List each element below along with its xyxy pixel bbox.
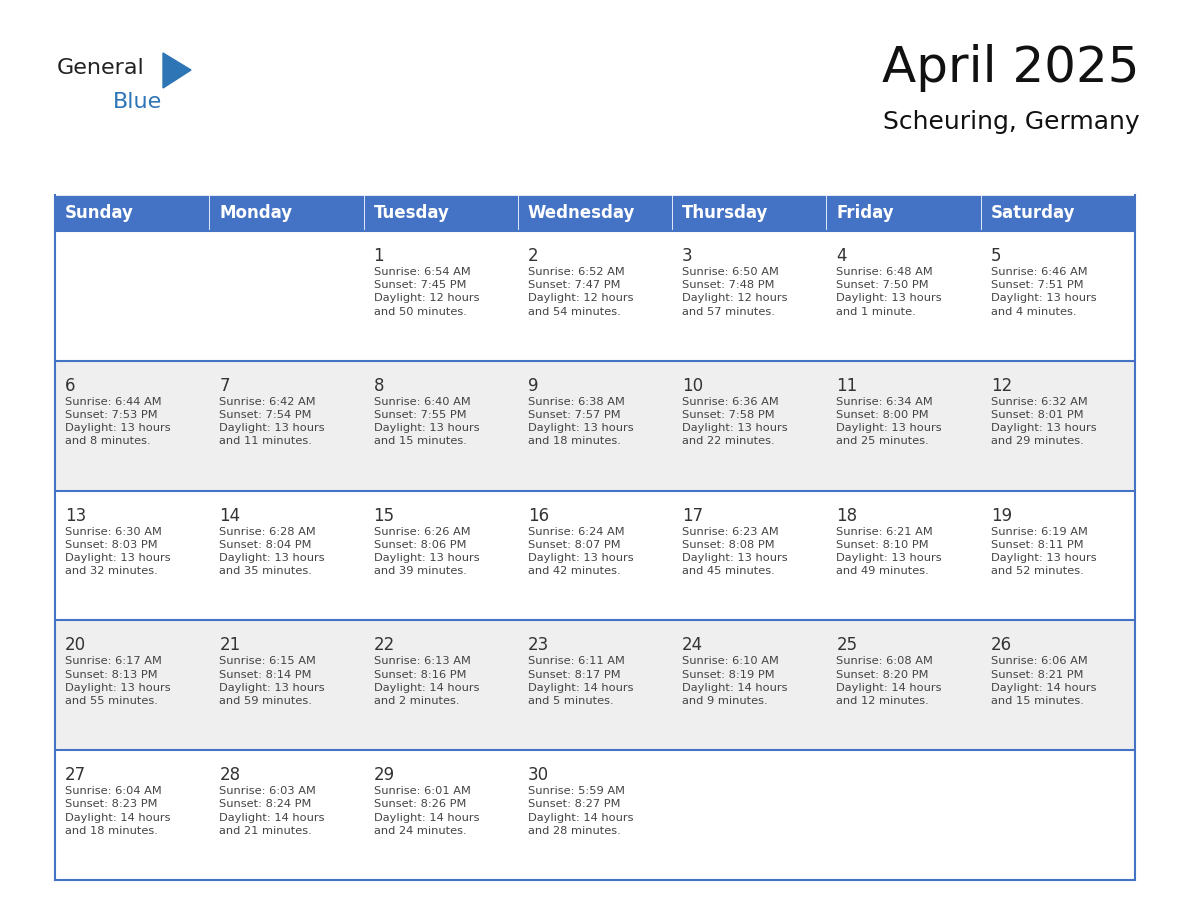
Text: Sunrise: 6:34 AM
Sunset: 8:00 PM
Daylight: 13 hours
and 25 minutes.: Sunrise: 6:34 AM Sunset: 8:00 PM Dayligh… [836, 397, 942, 446]
Text: Sunrise: 6:08 AM
Sunset: 8:20 PM
Daylight: 14 hours
and 12 minutes.: Sunrise: 6:08 AM Sunset: 8:20 PM Dayligh… [836, 656, 942, 706]
Text: 2: 2 [527, 247, 538, 265]
Text: 10: 10 [682, 376, 703, 395]
Text: Sunrise: 6:13 AM
Sunset: 8:16 PM
Daylight: 14 hours
and 2 minutes.: Sunrise: 6:13 AM Sunset: 8:16 PM Dayligh… [373, 656, 479, 706]
Text: Sunrise: 6:17 AM
Sunset: 8:13 PM
Daylight: 13 hours
and 55 minutes.: Sunrise: 6:17 AM Sunset: 8:13 PM Dayligh… [65, 656, 171, 706]
Bar [55, 490, 1135, 621]
Bar [55, 231, 1135, 361]
Bar [55, 750, 1135, 880]
Text: Sunrise: 6:48 AM
Sunset: 7:50 PM
Daylight: 13 hours
and 1 minute.: Sunrise: 6:48 AM Sunset: 7:50 PM Dayligh… [836, 267, 942, 317]
Text: Sunrise: 6:28 AM
Sunset: 8:04 PM
Daylight: 13 hours
and 35 minutes.: Sunrise: 6:28 AM Sunset: 8:04 PM Dayligh… [220, 527, 324, 577]
Text: 13: 13 [65, 507, 87, 524]
Bar [55, 621, 1135, 750]
Text: Sunrise: 6:32 AM
Sunset: 8:01 PM
Daylight: 13 hours
and 29 minutes.: Sunrise: 6:32 AM Sunset: 8:01 PM Dayligh… [991, 397, 1097, 446]
Polygon shape [163, 53, 191, 88]
Text: Sunrise: 6:50 AM
Sunset: 7:48 PM
Daylight: 12 hours
and 57 minutes.: Sunrise: 6:50 AM Sunset: 7:48 PM Dayligh… [682, 267, 788, 317]
Text: 6: 6 [65, 376, 76, 395]
Text: 14: 14 [220, 507, 240, 524]
Text: April 2025: April 2025 [883, 44, 1140, 92]
Text: 23: 23 [527, 636, 549, 655]
Text: Sunrise: 6:19 AM
Sunset: 8:11 PM
Daylight: 13 hours
and 52 minutes.: Sunrise: 6:19 AM Sunset: 8:11 PM Dayligh… [991, 527, 1097, 577]
Text: Sunrise: 6:44 AM
Sunset: 7:53 PM
Daylight: 13 hours
and 8 minutes.: Sunrise: 6:44 AM Sunset: 7:53 PM Dayligh… [65, 397, 171, 446]
Bar [981, 195, 1135, 231]
Text: Sunrise: 6:06 AM
Sunset: 8:21 PM
Daylight: 14 hours
and 15 minutes.: Sunrise: 6:06 AM Sunset: 8:21 PM Dayligh… [991, 656, 1097, 706]
Text: 12: 12 [991, 376, 1012, 395]
Text: Saturday: Saturday [991, 204, 1075, 222]
Bar [827, 195, 981, 231]
Text: Sunrise: 6:30 AM
Sunset: 8:03 PM
Daylight: 13 hours
and 32 minutes.: Sunrise: 6:30 AM Sunset: 8:03 PM Dayligh… [65, 527, 171, 577]
Text: Sunrise: 6:03 AM
Sunset: 8:24 PM
Daylight: 14 hours
and 21 minutes.: Sunrise: 6:03 AM Sunset: 8:24 PM Dayligh… [220, 786, 324, 835]
Text: Sunrise: 6:38 AM
Sunset: 7:57 PM
Daylight: 13 hours
and 18 minutes.: Sunrise: 6:38 AM Sunset: 7:57 PM Dayligh… [527, 397, 633, 446]
Text: Tuesday: Tuesday [373, 204, 449, 222]
Text: Sunrise: 6:26 AM
Sunset: 8:06 PM
Daylight: 13 hours
and 39 minutes.: Sunrise: 6:26 AM Sunset: 8:06 PM Dayligh… [373, 527, 479, 577]
Text: 16: 16 [527, 507, 549, 524]
Text: Sunrise: 6:42 AM
Sunset: 7:54 PM
Daylight: 13 hours
and 11 minutes.: Sunrise: 6:42 AM Sunset: 7:54 PM Dayligh… [220, 397, 324, 446]
Text: 7: 7 [220, 376, 229, 395]
Text: Blue: Blue [113, 92, 163, 112]
Text: Sunrise: 6:40 AM
Sunset: 7:55 PM
Daylight: 13 hours
and 15 minutes.: Sunrise: 6:40 AM Sunset: 7:55 PM Dayligh… [373, 397, 479, 446]
Text: Sunrise: 6:52 AM
Sunset: 7:47 PM
Daylight: 12 hours
and 54 minutes.: Sunrise: 6:52 AM Sunset: 7:47 PM Dayligh… [527, 267, 633, 317]
Bar [518, 195, 672, 231]
Text: Sunrise: 5:59 AM
Sunset: 8:27 PM
Daylight: 14 hours
and 28 minutes.: Sunrise: 5:59 AM Sunset: 8:27 PM Dayligh… [527, 786, 633, 835]
Text: Scheuring, Germany: Scheuring, Germany [884, 110, 1140, 134]
Bar [209, 195, 364, 231]
Text: 17: 17 [682, 507, 703, 524]
Bar [364, 195, 518, 231]
Text: 18: 18 [836, 507, 858, 524]
Text: 21: 21 [220, 636, 240, 655]
Text: Thursday: Thursday [682, 204, 769, 222]
Text: Sunrise: 6:23 AM
Sunset: 8:08 PM
Daylight: 13 hours
and 45 minutes.: Sunrise: 6:23 AM Sunset: 8:08 PM Dayligh… [682, 527, 788, 577]
Text: Sunrise: 6:36 AM
Sunset: 7:58 PM
Daylight: 13 hours
and 22 minutes.: Sunrise: 6:36 AM Sunset: 7:58 PM Dayligh… [682, 397, 788, 446]
Text: Sunrise: 6:24 AM
Sunset: 8:07 PM
Daylight: 13 hours
and 42 minutes.: Sunrise: 6:24 AM Sunset: 8:07 PM Dayligh… [527, 527, 633, 577]
Text: Sunrise: 6:10 AM
Sunset: 8:19 PM
Daylight: 14 hours
and 9 minutes.: Sunrise: 6:10 AM Sunset: 8:19 PM Dayligh… [682, 656, 788, 706]
Bar [672, 195, 827, 231]
Text: Monday: Monday [220, 204, 292, 222]
Bar [55, 361, 1135, 490]
Text: Sunrise: 6:46 AM
Sunset: 7:51 PM
Daylight: 13 hours
and 4 minutes.: Sunrise: 6:46 AM Sunset: 7:51 PM Dayligh… [991, 267, 1097, 317]
Text: 30: 30 [527, 767, 549, 784]
Text: General: General [57, 58, 145, 78]
Text: 5: 5 [991, 247, 1001, 265]
Text: 27: 27 [65, 767, 86, 784]
Text: 11: 11 [836, 376, 858, 395]
Text: 1: 1 [373, 247, 384, 265]
Text: Sunday: Sunday [65, 204, 134, 222]
Text: 20: 20 [65, 636, 86, 655]
Text: 25: 25 [836, 636, 858, 655]
Text: 9: 9 [527, 376, 538, 395]
Text: Sunrise: 6:54 AM
Sunset: 7:45 PM
Daylight: 12 hours
and 50 minutes.: Sunrise: 6:54 AM Sunset: 7:45 PM Dayligh… [373, 267, 479, 317]
Text: Sunrise: 6:15 AM
Sunset: 8:14 PM
Daylight: 13 hours
and 59 minutes.: Sunrise: 6:15 AM Sunset: 8:14 PM Dayligh… [220, 656, 324, 706]
Text: 26: 26 [991, 636, 1012, 655]
Text: 29: 29 [373, 767, 394, 784]
Text: Sunrise: 6:01 AM
Sunset: 8:26 PM
Daylight: 14 hours
and 24 minutes.: Sunrise: 6:01 AM Sunset: 8:26 PM Dayligh… [373, 786, 479, 835]
Text: 3: 3 [682, 247, 693, 265]
Text: 15: 15 [373, 507, 394, 524]
Text: 28: 28 [220, 767, 240, 784]
Text: 19: 19 [991, 507, 1012, 524]
Text: Sunrise: 6:04 AM
Sunset: 8:23 PM
Daylight: 14 hours
and 18 minutes.: Sunrise: 6:04 AM Sunset: 8:23 PM Dayligh… [65, 786, 171, 835]
Text: 24: 24 [682, 636, 703, 655]
Text: Sunrise: 6:11 AM
Sunset: 8:17 PM
Daylight: 14 hours
and 5 minutes.: Sunrise: 6:11 AM Sunset: 8:17 PM Dayligh… [527, 656, 633, 706]
Bar [55, 195, 209, 231]
Text: Wednesday: Wednesday [527, 204, 636, 222]
Text: 8: 8 [373, 376, 384, 395]
Text: 4: 4 [836, 247, 847, 265]
Text: Friday: Friday [836, 204, 895, 222]
Text: 22: 22 [373, 636, 394, 655]
Text: Sunrise: 6:21 AM
Sunset: 8:10 PM
Daylight: 13 hours
and 49 minutes.: Sunrise: 6:21 AM Sunset: 8:10 PM Dayligh… [836, 527, 942, 577]
